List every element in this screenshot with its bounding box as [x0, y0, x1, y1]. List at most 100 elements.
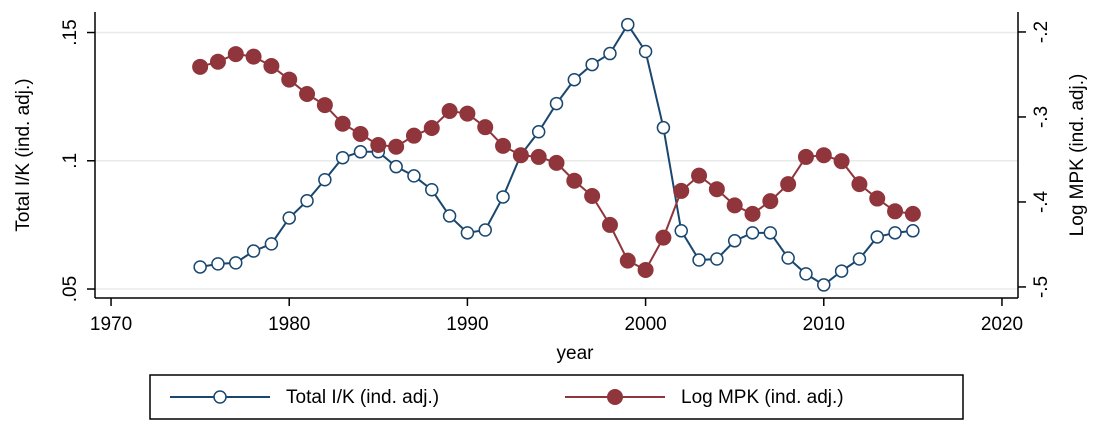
marker — [334, 115, 351, 132]
marker — [549, 96, 564, 111]
marker — [316, 97, 333, 114]
marker — [229, 256, 243, 270]
marker — [512, 147, 529, 164]
marker — [762, 193, 779, 210]
marker — [708, 181, 725, 198]
marker — [799, 267, 813, 281]
legend-marker — [607, 389, 623, 405]
marker — [726, 197, 743, 214]
marker — [834, 264, 849, 278]
marker — [495, 137, 512, 154]
marker — [442, 209, 457, 223]
marker — [353, 145, 368, 159]
marker — [870, 230, 884, 244]
marker — [692, 253, 706, 267]
marker — [869, 190, 886, 207]
marker — [815, 147, 832, 164]
marker — [817, 278, 831, 292]
marker — [407, 169, 421, 183]
marker — [601, 216, 618, 233]
marker — [263, 57, 280, 74]
y-axis-title: Total I/K (ind. adj.) — [13, 78, 34, 231]
marker — [299, 86, 316, 103]
marker — [691, 167, 708, 184]
marker — [710, 252, 724, 266]
marker — [192, 58, 209, 75]
marker — [603, 46, 617, 61]
marker — [460, 226, 475, 240]
legend-box — [149, 374, 964, 420]
marker — [209, 53, 226, 70]
marker — [245, 48, 262, 65]
marker — [763, 226, 778, 240]
legend-label: Log MPK (ind. adj.) — [681, 387, 844, 408]
x-tick-label: 2000 — [624, 314, 666, 335]
marker — [335, 150, 350, 165]
marker — [318, 173, 332, 187]
legend-label: Total I/K (ind. adj.) — [286, 387, 439, 408]
marker — [745, 226, 760, 240]
y-tick-label: .05 — [60, 276, 81, 302]
marker — [477, 119, 494, 136]
x-tick-label: 1990 — [446, 314, 488, 335]
y2-axis-title: Log MPK (ind. adj.) — [1067, 74, 1088, 237]
marker — [566, 172, 583, 189]
marker — [655, 229, 672, 246]
marker — [300, 194, 314, 208]
y2-tick-label: -.3 — [1031, 106, 1052, 128]
marker — [585, 57, 599, 72]
marker — [781, 251, 795, 265]
marker — [851, 176, 868, 193]
marker — [281, 71, 298, 88]
x-axis-title: year — [557, 343, 595, 364]
marker — [227, 46, 244, 63]
marker — [425, 183, 439, 197]
marker — [370, 137, 387, 154]
marker — [530, 148, 547, 165]
marker — [637, 261, 654, 278]
marker — [246, 244, 261, 258]
marker — [405, 127, 422, 144]
marker — [441, 103, 458, 120]
marker — [496, 190, 510, 204]
marker — [352, 125, 369, 142]
x-tick-label: 2020 — [981, 314, 1023, 335]
marker — [531, 125, 546, 139]
marker — [674, 224, 688, 238]
marker — [727, 234, 742, 248]
marker — [780, 176, 797, 193]
marker — [852, 252, 867, 266]
marker — [478, 223, 492, 237]
marker — [888, 226, 902, 240]
y2-tick-label: -.5 — [1031, 276, 1052, 298]
marker — [211, 257, 225, 271]
marker — [656, 120, 671, 135]
marker — [904, 205, 921, 222]
marker — [744, 205, 761, 222]
marker — [264, 237, 279, 251]
marker — [389, 159, 403, 174]
marker — [797, 148, 814, 165]
marker — [638, 44, 653, 59]
marker — [887, 203, 904, 220]
y2-tick-label: -.2 — [1031, 21, 1052, 43]
marker — [388, 138, 405, 155]
y-tick-label: .1 — [60, 153, 81, 169]
x-tick-label: 1970 — [90, 314, 132, 335]
marker — [619, 252, 636, 269]
marker — [621, 17, 635, 32]
marker — [193, 260, 207, 274]
marker — [282, 211, 296, 225]
marker — [459, 105, 476, 122]
marker — [548, 154, 565, 171]
marker — [584, 188, 601, 205]
marker — [567, 72, 582, 87]
legend-marker — [213, 390, 227, 404]
y2-tick-label: -.4 — [1031, 190, 1052, 213]
y-tick-label: .15 — [60, 19, 81, 45]
marker — [833, 153, 850, 170]
marker — [423, 120, 440, 137]
marker — [906, 224, 920, 238]
x-tick-label: 1980 — [268, 314, 310, 335]
